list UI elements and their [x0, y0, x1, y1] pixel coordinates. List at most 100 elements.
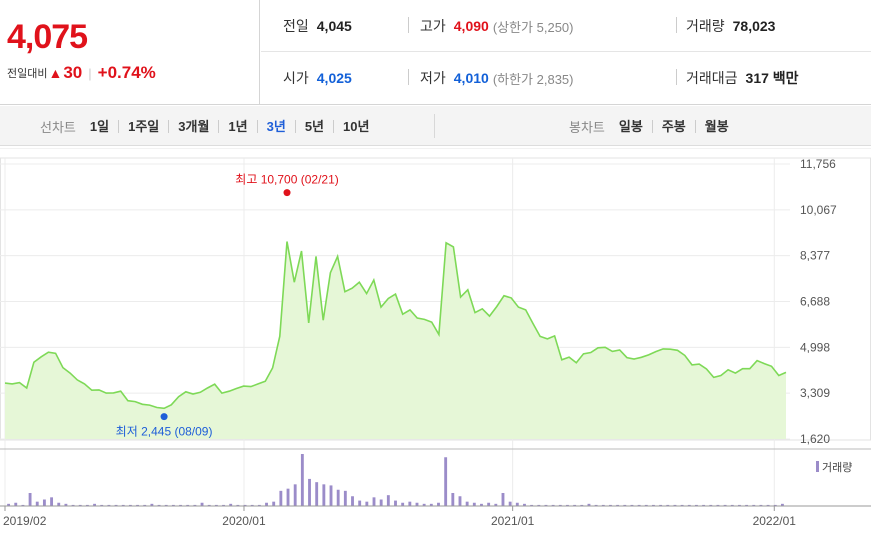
volume-bar: [300, 454, 304, 506]
volume-bar: [695, 504, 698, 506]
price-area: [5, 241, 786, 439]
volume-bar: [322, 484, 326, 506]
trade-amount-label: 거래대금: [686, 70, 738, 86]
volume-bar: [265, 502, 268, 506]
volume-bar: [723, 504, 727, 506]
volume-bar: [587, 503, 591, 506]
volume-bar: [702, 504, 706, 506]
volume-bar: [544, 504, 548, 506]
volume-bar: [580, 504, 584, 506]
stat-divider: [408, 17, 409, 33]
volume-bar: [480, 503, 483, 506]
price-line: [4, 241, 787, 410]
period-1d[interactable]: 1일: [89, 118, 110, 134]
volume-bar: [673, 504, 677, 506]
volume-bar: [351, 496, 354, 506]
volume-bar: [523, 503, 526, 506]
volume-bar: [358, 500, 362, 506]
period-5y[interactable]: 5년: [294, 119, 333, 133]
volume-bar: [451, 493, 455, 506]
volume-bar: [171, 504, 175, 506]
volume-bar: [415, 502, 419, 506]
volume-bar: [601, 504, 605, 506]
volume-value: 78,023: [732, 18, 776, 34]
volume-bar: [57, 502, 61, 506]
volume-label: 거래량: [686, 18, 725, 34]
current-price: 4,075: [7, 18, 88, 56]
price-change: 전일대비 ▲ 30 | +0.74%: [7, 63, 156, 83]
change-label: 전일대비: [7, 68, 48, 80]
period-toolbar: 선차트 1일 1주일 3개월 1년 3년 5년 10년 봉차트 일봉 주봉 월봉: [0, 106, 871, 146]
volume-bar: [50, 497, 54, 506]
toolbar-divider: [434, 114, 435, 138]
y-tick-label: 11,756: [800, 157, 836, 171]
volume-bar: [250, 504, 254, 506]
volume-bar: [315, 482, 319, 506]
volume-bar: [336, 489, 340, 506]
period-3m[interactable]: 3개월: [168, 119, 218, 133]
high-label: 고가: [420, 18, 446, 34]
volume-bar: [279, 490, 283, 506]
low-stat: 저가 4,010 (하한가 2,835): [420, 52, 574, 104]
volume-bar: [236, 504, 240, 506]
period-1y[interactable]: 1년: [218, 119, 256, 133]
volume-bar: [623, 504, 627, 506]
volume-bar: [78, 504, 82, 506]
candle-daily[interactable]: 일봉: [618, 118, 643, 134]
candle-monthly[interactable]: 월봉: [694, 119, 738, 133]
volume-bar: [773, 504, 777, 506]
y-tick-label: 8,377: [800, 249, 830, 263]
volume-bar: [501, 493, 505, 506]
period-1w[interactable]: 1주일: [118, 119, 168, 133]
volume-bar: [558, 504, 562, 506]
x-tick-label: 2021/01: [491, 514, 535, 528]
x-tick-label: 2022/01: [753, 514, 797, 528]
change-percent: +0.74%: [97, 63, 156, 82]
period-10y[interactable]: 10년: [333, 119, 378, 133]
volume-bar: [193, 504, 197, 506]
candle-weekly[interactable]: 주봉: [651, 119, 695, 133]
volume-bar: [472, 502, 476, 506]
volume-bar: [465, 501, 469, 506]
volume-bar: [164, 504, 168, 506]
change-value: 30: [63, 63, 83, 82]
volume-bar: [128, 504, 132, 506]
volume-bar: [243, 504, 247, 506]
volume-bar: [644, 504, 648, 506]
volume-bar: [709, 504, 713, 506]
volume-bar: [616, 504, 620, 506]
volume-bar: [566, 504, 569, 506]
volume-bar: [630, 504, 634, 506]
volume-bar: [179, 504, 182, 506]
volume-bar: [136, 504, 139, 506]
volume-bar: [652, 504, 655, 506]
volume-bar: [272, 501, 276, 506]
x-tick-label: 2019/02: [3, 514, 47, 528]
volume-bar: [150, 503, 154, 506]
volume-bar: [42, 499, 46, 506]
volume-bar: [401, 502, 405, 506]
volume-bar: [551, 504, 555, 506]
low-label: 저가: [420, 70, 446, 86]
volume-bar: [752, 504, 756, 506]
high-value: 4,090: [453, 18, 489, 34]
open-value: 4,025: [316, 70, 352, 86]
volume-bar: [515, 502, 519, 506]
high-marker: [283, 189, 291, 197]
period-3y[interactable]: 3년: [256, 119, 295, 133]
volume-bar: [394, 500, 397, 506]
candle-chart-label: 봉차트: [569, 119, 605, 135]
volume-bar: [437, 502, 440, 506]
volume-bar: [107, 504, 111, 506]
volume-bar: [28, 493, 32, 506]
low-value: 4,010: [453, 70, 489, 86]
volume-bar: [121, 504, 125, 506]
change-divider: |: [88, 65, 92, 81]
volume-bar: [637, 504, 641, 506]
price-summary: 4,075 전일대비 ▲ 30 | +0.74% 전일 4,045 고가 4,0…: [0, 0, 871, 105]
volume-bar: [429, 503, 433, 506]
y-tick-label: 1,620: [800, 432, 830, 446]
line-chart-periods: 선차트 1일 1주일 3개월 1년 3년 5년 10년: [40, 106, 378, 146]
trade-amount-stat: 거래대금 317 백만: [686, 52, 799, 104]
